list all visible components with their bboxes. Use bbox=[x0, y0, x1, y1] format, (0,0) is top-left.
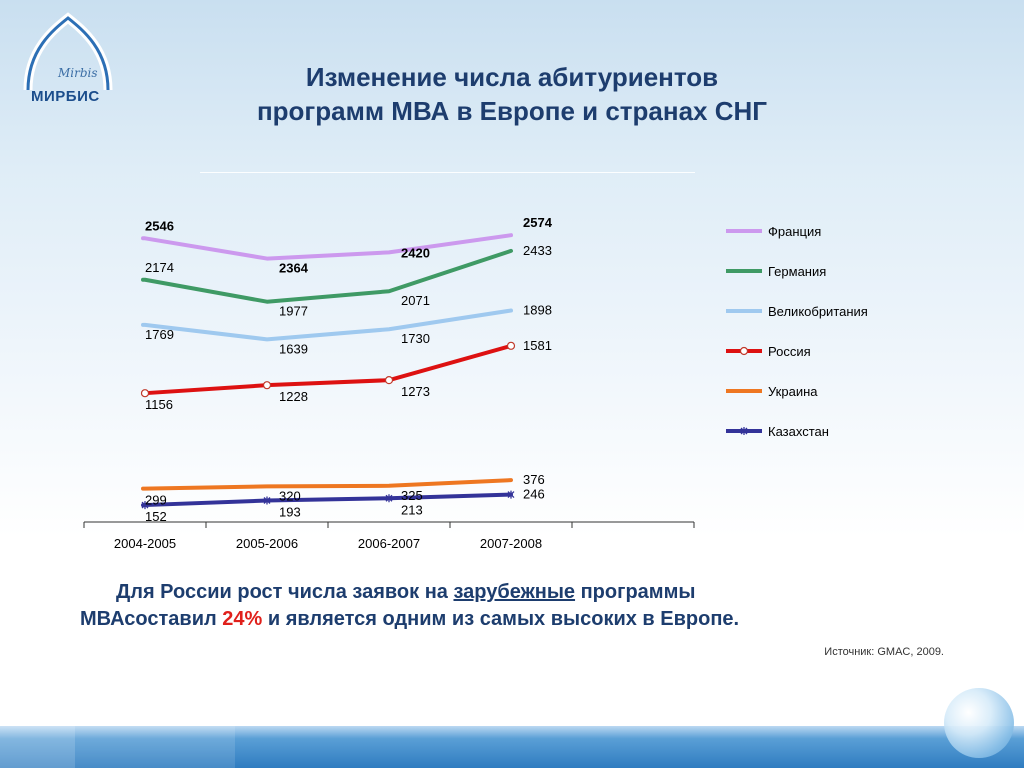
data-label: 2174 bbox=[145, 260, 174, 275]
series-line-4 bbox=[141, 343, 513, 396]
x-tick-label: 2006-2007 bbox=[358, 536, 420, 551]
title-divider bbox=[200, 172, 695, 173]
caption-percent: 24% bbox=[222, 608, 263, 630]
data-label: 1228 bbox=[279, 389, 308, 404]
data-label: 1273 bbox=[401, 384, 430, 399]
caption-part-3: МВАсоставил bbox=[80, 608, 223, 630]
data-label: 1156 bbox=[145, 397, 173, 412]
legend-label: Германия bbox=[768, 264, 826, 279]
data-labels: 2546 2364 2420 2574 2174 1977 2071 2433 1769 1639… bbox=[145, 215, 553, 524]
mirbis-logo bbox=[23, 12, 113, 91]
legend-label: Украина bbox=[768, 384, 818, 399]
source-note: Источник: GMAC, 2009. bbox=[824, 646, 944, 658]
caption-underlined: зарубежные bbox=[453, 581, 576, 603]
data-label: 325 bbox=[401, 488, 423, 503]
series-line-3 bbox=[141, 308, 513, 342]
data-label: 1898 bbox=[523, 303, 552, 318]
footer-bar bbox=[0, 726, 1024, 768]
series-line-2 bbox=[141, 248, 513, 304]
data-point bbox=[507, 490, 515, 499]
x-tick-label: 2004-2005 bbox=[114, 536, 176, 551]
data-label: 2574 bbox=[523, 215, 553, 230]
title-line-2: программ МВА в Европе и странах СНГ bbox=[256, 96, 768, 126]
data-label: 299 bbox=[145, 493, 167, 508]
data-point bbox=[262, 381, 272, 390]
conclusion-line-2: МВАсоставил 24% и является одним из самы… bbox=[60, 606, 960, 633]
x-tick-label: 2007-2008 bbox=[480, 536, 542, 551]
logo-script-text: Mirbis bbox=[58, 66, 98, 80]
data-label: 1639 bbox=[279, 341, 308, 356]
caption-part-2: программы bbox=[575, 581, 696, 603]
data-point bbox=[140, 389, 150, 398]
series-layer bbox=[140, 233, 516, 510]
caption-part-1: Для России рост числа заявок на bbox=[116, 581, 454, 603]
globe-icon bbox=[944, 688, 1014, 758]
series-line-6 bbox=[141, 492, 513, 508]
footer-segment bbox=[0, 726, 75, 768]
data-label: 2364 bbox=[279, 261, 309, 276]
data-label: 2433 bbox=[523, 243, 552, 258]
data-label: 320 bbox=[279, 488, 301, 503]
legend-label: Казахстан bbox=[768, 424, 829, 439]
data-label: 152 bbox=[145, 509, 167, 524]
data-point bbox=[506, 341, 516, 350]
data-label: 1730 bbox=[401, 331, 430, 346]
conclusion-line-1: Для России рост числа заявок на зарубежн… bbox=[60, 579, 960, 606]
legend-marker bbox=[739, 346, 749, 356]
conclusion-text: Для России рост числа заявок на зарубежн… bbox=[60, 579, 960, 633]
data-label: 376 bbox=[523, 472, 545, 487]
caption-part-4: и является одним из самых высоких в Евро… bbox=[262, 608, 740, 630]
data-label: 213 bbox=[401, 502, 423, 517]
data-label: 1769 bbox=[145, 327, 174, 342]
series-line-1 bbox=[141, 233, 513, 261]
data-point bbox=[385, 494, 393, 503]
data-point bbox=[384, 376, 394, 385]
logo-name: МИРБИС bbox=[31, 88, 100, 105]
series-line-5 bbox=[141, 478, 513, 491]
slide-title: Изменение числа абитуриентов программ МВ… bbox=[0, 60, 1024, 128]
legend-label: Великобритания bbox=[768, 304, 868, 319]
legend-label: Франция bbox=[768, 224, 821, 239]
data-label: 2420 bbox=[401, 245, 430, 260]
x-tick-label: 2005-2006 bbox=[236, 536, 298, 551]
data-point bbox=[263, 496, 271, 505]
data-label: 1977 bbox=[279, 304, 308, 319]
data-label: 246 bbox=[523, 487, 545, 502]
legend-label: Россия bbox=[768, 344, 811, 359]
legend: Франция Германия Великобритания Россия Украи… bbox=[726, 224, 868, 439]
title-line-1: Изменение числа абитуриентов bbox=[305, 62, 719, 92]
data-label: 1581 bbox=[523, 338, 552, 353]
legend-marker bbox=[740, 427, 748, 435]
line-chart: 2004-2005 2005-2006 2006-2007 2007-2008 254… bbox=[83, 215, 868, 551]
data-label: 2546 bbox=[145, 218, 174, 233]
data-point bbox=[141, 501, 149, 510]
footer-segment bbox=[75, 726, 235, 768]
x-axis: 2004-2005 2005-2006 2006-2007 2007-2008 bbox=[83, 521, 695, 551]
data-label: 193 bbox=[279, 504, 301, 519]
data-label: 2071 bbox=[401, 293, 430, 308]
